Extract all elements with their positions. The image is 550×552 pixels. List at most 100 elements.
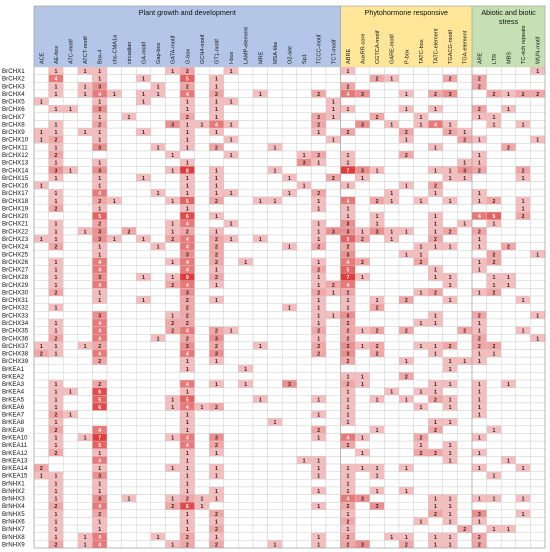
heatmap-cell	[165, 364, 181, 373]
heatmap-cell	[33, 387, 49, 396]
heatmap-cell	[33, 448, 49, 457]
heatmap-cell	[325, 166, 341, 175]
heatmap-cell	[121, 486, 137, 495]
heatmap-cell	[267, 509, 283, 518]
cell-value-label: 1	[405, 535, 408, 541]
heatmap-cell	[384, 402, 400, 411]
heatmap-cell	[121, 242, 137, 251]
heatmap-cell	[369, 364, 385, 373]
heatmap-cell	[501, 250, 517, 259]
heatmap-cell	[486, 74, 502, 83]
heatmap-cell	[252, 402, 268, 411]
cell-value-label: 1	[449, 504, 452, 510]
heatmap-cell	[282, 425, 298, 434]
heatmap-cell	[63, 433, 79, 442]
heatmap-cell	[252, 250, 268, 259]
heatmap-cell	[238, 150, 254, 159]
heatmap-cell	[515, 219, 531, 228]
heatmap-cell	[325, 211, 341, 220]
heatmap-cell	[252, 272, 268, 281]
heatmap-cell	[457, 494, 473, 503]
heatmap-cell	[428, 456, 444, 465]
cell-value-label: 1	[98, 245, 101, 251]
heatmap-cell	[486, 540, 502, 549]
cell-value-label: 1	[84, 542, 87, 548]
heatmap-cell	[121, 158, 137, 167]
heatmap-cell	[194, 349, 210, 358]
heatmap-cell	[135, 372, 151, 381]
heatmap-cell	[223, 425, 239, 434]
cell-value-label: 1	[317, 306, 320, 312]
cell-value-label: 1	[449, 458, 452, 464]
cell-value-label: 1	[434, 107, 437, 113]
heatmap-cell	[135, 104, 151, 114]
heatmap-cell	[194, 135, 210, 144]
heatmap-cell	[33, 143, 49, 152]
heatmap-cell	[515, 540, 531, 549]
heatmap-cell	[413, 173, 429, 182]
heatmap-cell	[457, 234, 473, 243]
heatmap-cell	[267, 66, 283, 75]
heatmap-cell	[223, 349, 239, 358]
cell-value-label: 1	[478, 466, 481, 472]
cell-value-label: 1	[449, 542, 452, 548]
cell-value-label: 1	[463, 176, 466, 182]
heatmap-cell	[486, 418, 502, 427]
heatmap-cell	[238, 211, 254, 220]
heatmap-cell	[355, 356, 371, 365]
row-label: BrCHX12	[2, 152, 29, 159]
heatmap-cell	[282, 440, 298, 449]
heatmap-cell	[428, 257, 444, 266]
heatmap-cell	[267, 486, 283, 495]
heatmap-cell	[530, 257, 546, 266]
heatmap-cell	[384, 127, 400, 136]
cell-value-label: 1	[186, 367, 189, 373]
heatmap-cell	[457, 540, 473, 549]
heatmap-cell	[413, 486, 429, 495]
cell-value-label: 1	[492, 275, 495, 281]
heatmap-cell	[413, 143, 429, 152]
heatmap-cell	[150, 173, 166, 182]
heatmap-cell	[135, 517, 151, 526]
heatmap-cell	[398, 379, 414, 388]
heatmap-cell	[457, 334, 473, 343]
heatmap-cell	[150, 418, 166, 427]
heatmap-cell	[355, 242, 371, 251]
heatmap-cell	[501, 181, 517, 190]
heatmap-cell	[457, 341, 473, 350]
cell-value-label: 2	[376, 199, 379, 205]
heatmap-cell	[413, 89, 429, 98]
column-label: TGACG-motif	[448, 30, 454, 64]
heatmap-cell	[282, 204, 298, 213]
column-label: LTR	[492, 54, 498, 64]
cell-value-label: 1	[186, 138, 189, 144]
heatmap-cell	[428, 204, 444, 213]
heatmap-cell	[208, 288, 224, 297]
cell-value-label: 1	[200, 497, 203, 503]
heatmap-cell	[33, 257, 49, 266]
cell-value-label: 3	[171, 122, 174, 128]
heatmap-cell	[63, 250, 79, 259]
heatmap-cell	[486, 479, 502, 488]
heatmap-cell	[282, 135, 298, 144]
heatmap-cell	[398, 410, 414, 419]
heatmap-cell	[121, 150, 137, 159]
cell-value-label: 2	[492, 260, 495, 266]
heatmap-cell	[238, 372, 254, 381]
heatmap-cell	[515, 74, 531, 83]
cell-value-label: 1	[507, 527, 510, 533]
heatmap-cell	[282, 112, 298, 121]
heatmap-cell	[121, 143, 137, 152]
cell-value-label: 8	[186, 168, 189, 174]
heatmap-cell	[194, 265, 210, 274]
heatmap-cell	[150, 97, 166, 106]
heatmap-cell	[325, 486, 341, 495]
cell-value-label: 1	[317, 336, 320, 342]
cell-value-label: 2	[449, 229, 452, 235]
cell-value-label: 2	[215, 542, 218, 548]
heatmap-cell	[296, 280, 312, 289]
heatmap-cell	[515, 448, 531, 457]
column-label: AE-box	[54, 45, 60, 64]
heatmap-cell	[77, 311, 93, 320]
cell-value-label: 1	[434, 542, 437, 548]
